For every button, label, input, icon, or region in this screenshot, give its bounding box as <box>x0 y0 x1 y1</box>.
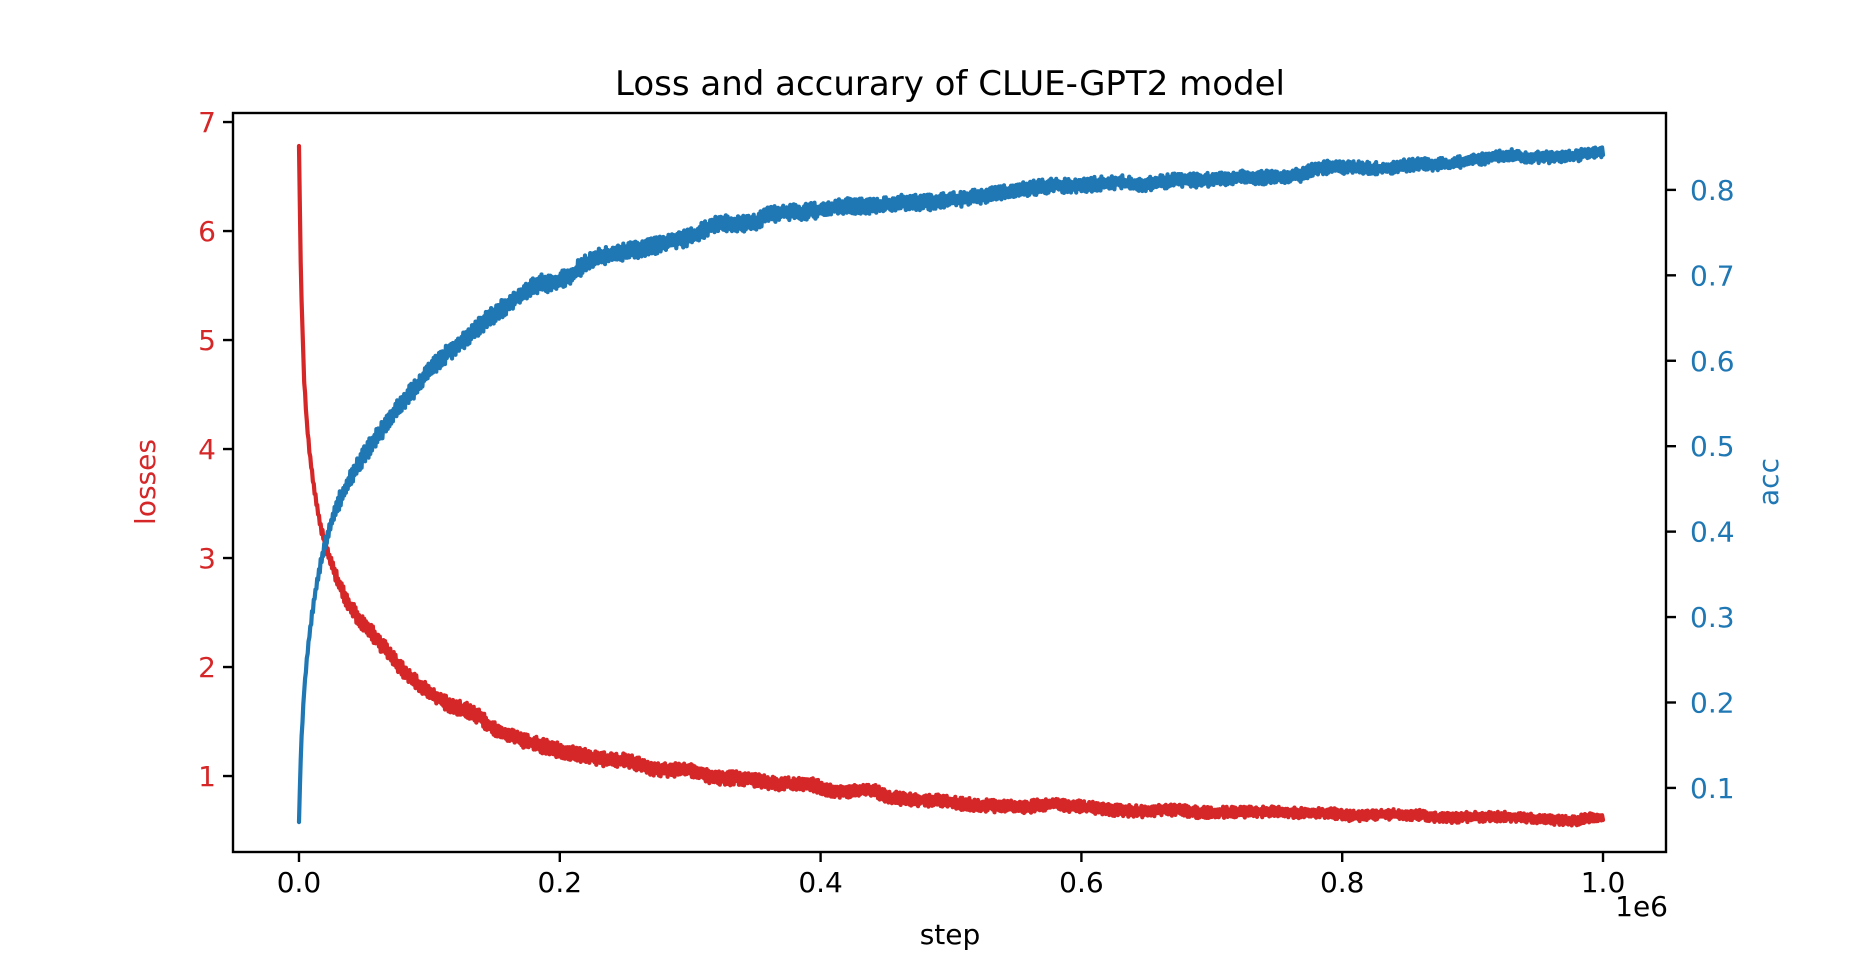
y-right-tick-label: 0.2 <box>1690 686 1735 719</box>
y-right-tick-label: 0.7 <box>1690 259 1735 292</box>
y-left-tick-label: 2 <box>198 651 216 684</box>
x-tick-label: 0.0 <box>277 866 322 899</box>
y-left-tick-label: 3 <box>198 542 216 575</box>
y-left-tick-label: 5 <box>198 324 216 357</box>
x-tick-label: 0.8 <box>1320 866 1365 899</box>
acc-line <box>296 145 1606 825</box>
x-axis-ticks: 0.0 0.2 0.4 0.6 0.8 1.0 <box>277 852 1626 899</box>
x-offset-label: 1e6 <box>1615 890 1668 923</box>
y-right-tick-label: 0.5 <box>1690 430 1735 463</box>
losses-curve <box>296 143 1606 828</box>
x-tick-label: 0.2 <box>538 866 583 899</box>
y-right-tick-label: 0.3 <box>1690 601 1735 634</box>
y-right-tick-label: 0.1 <box>1690 772 1735 805</box>
losses-line <box>296 143 1606 828</box>
y-left-tick-label: 1 <box>198 760 216 793</box>
y-right-ticks: 0.1 0.2 0.3 0.4 0.5 0.6 0.7 0.8 <box>1666 174 1735 805</box>
y-right-tick-label: 0.6 <box>1690 345 1735 378</box>
y-right-tick-label: 0.4 <box>1690 516 1735 549</box>
y-left-axis-label: losses <box>129 439 162 525</box>
y-right-tick-label: 0.8 <box>1690 174 1735 207</box>
x-tick-label: 0.6 <box>1059 866 1104 899</box>
y-left-tick-label: 7 <box>198 106 216 139</box>
y-left-tick-label: 6 <box>198 215 216 248</box>
chart-title: Loss and accurary of CLUE-GPT2 model <box>615 64 1285 104</box>
x-tick-label: 1.0 <box>1581 866 1626 899</box>
y-right-axis-label: acc <box>1752 458 1785 506</box>
x-axis-label: step <box>920 918 981 951</box>
x-tick-label: 0.4 <box>798 866 843 899</box>
y-left-ticks: 1 2 3 4 5 6 7 <box>198 106 233 793</box>
plot-spines <box>231 111 1668 854</box>
acc-curve <box>296 145 1606 825</box>
y-left-tick-label: 4 <box>198 433 216 466</box>
